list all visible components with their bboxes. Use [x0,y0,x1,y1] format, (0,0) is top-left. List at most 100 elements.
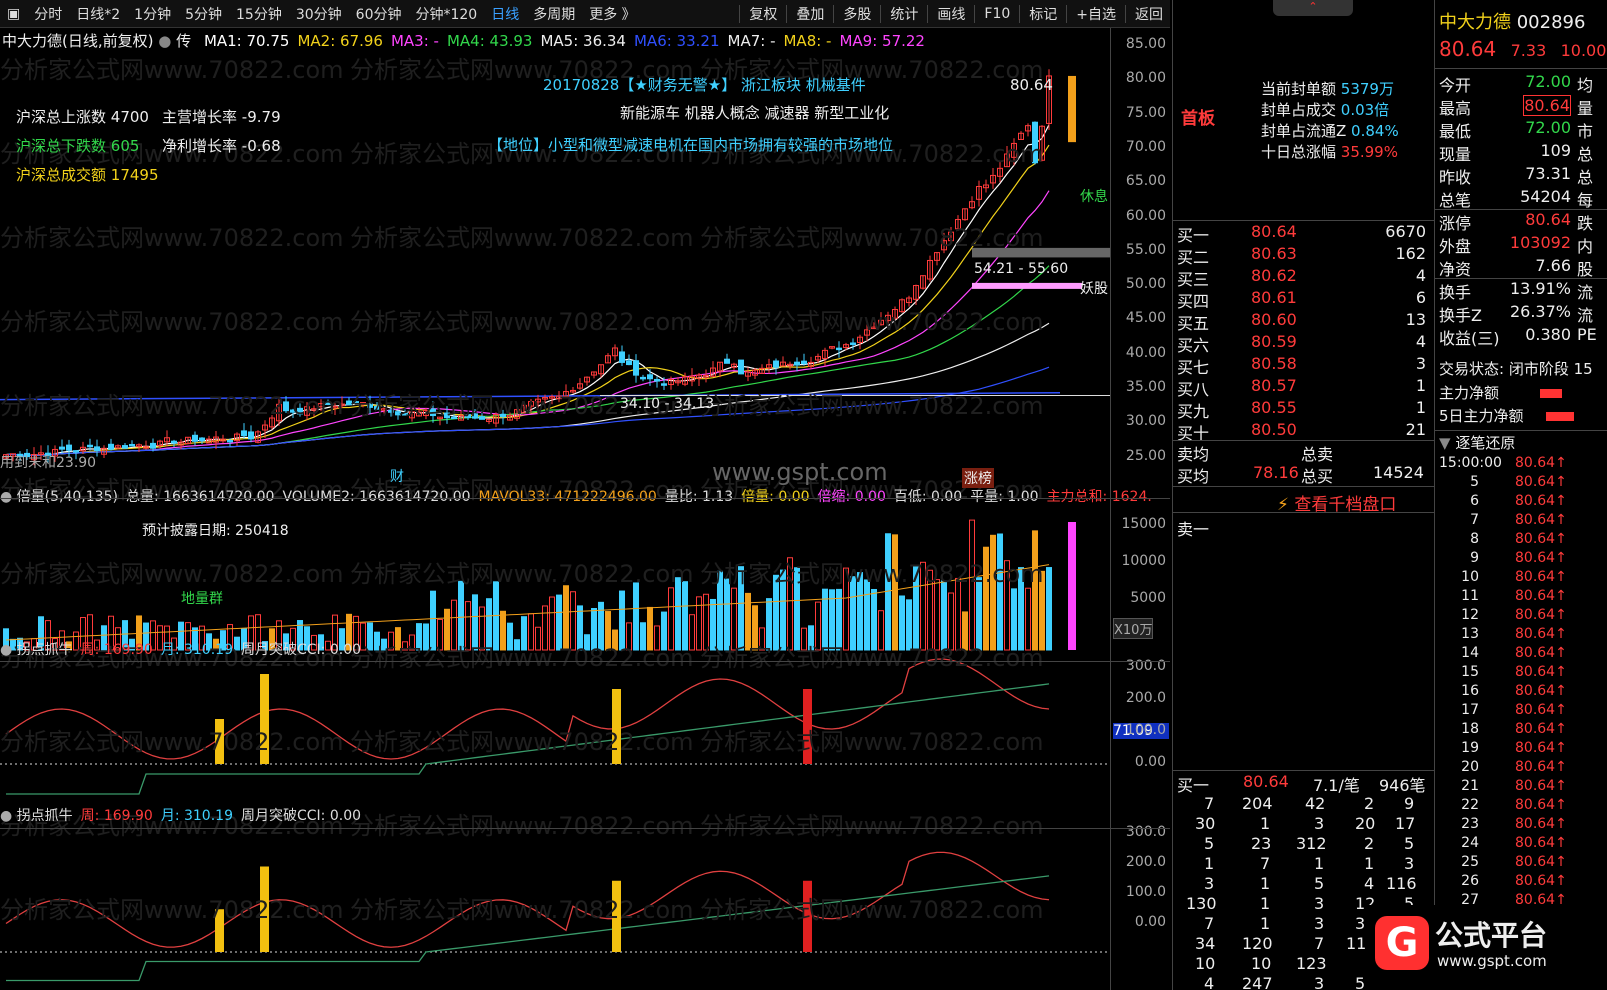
candle-body [864,329,870,336]
tab-period-10[interactable]: 更多 》 [589,6,636,23]
collapse-icon[interactable]: ⌃ [1273,0,1353,16]
toggle-icon[interactable]: ● [0,642,17,658]
tick-time: 6 [1470,493,1479,509]
toolbar-btn-7[interactable]: +自选 [1076,6,1116,23]
candle-body [479,416,485,420]
volume-bar [850,576,856,651]
cci-header2-item-3: 周月突破CCI: 0.00 [240,808,362,824]
quote-value: 54204 [1520,187,1571,206]
tab-period-4[interactable]: 15分钟 [236,6,282,23]
tick-time: 13 [1461,626,1479,642]
queue-b1-price: 80.64 [1243,772,1289,791]
volume-bar [521,616,527,651]
queue-cell: 5 [1204,834,1215,853]
toolbar-btn-4[interactable]: 画线 [937,6,966,23]
candle-body [976,186,982,200]
seal-row-2: 封单占流通Z 0.84% [1261,120,1399,141]
tick-time: 27 [1461,892,1479,908]
y-tick: 75.00 [1125,104,1166,121]
toolbar-btn-1[interactable]: 叠加 [796,6,825,23]
y-tick: 35.00 [1125,379,1166,395]
tick-price: 80.64↑ [1515,550,1567,566]
volume-bar [535,626,541,651]
volume-bar [94,639,100,651]
ma-line-80 [5,322,1050,457]
toolbar-btn-6[interactable]: 标记 [1029,6,1058,23]
tab-period-8[interactable]: 日线 [491,6,520,23]
candle-body [514,409,520,419]
ma-6: MA6: 33.21 [633,32,720,50]
volume-bar [976,577,982,651]
toolbar-btn-0[interactable]: 复权 [749,6,778,23]
qiandang-link[interactable]: ⚡ 查看千档盘口 [1277,495,1397,515]
buy-volume: 4 [1415,266,1426,285]
volume-bar [304,626,310,651]
divider [1435,278,1607,279]
tab-period-1[interactable]: 日线*2 [76,6,121,23]
volume-bar [619,590,625,651]
volume-bar [808,625,814,651]
queue-cell: 3 [1204,874,1215,893]
toolbar-btn-5[interactable]: F10 [984,5,1011,22]
volume-bar [675,577,681,651]
cci-signal-bar [260,674,269,764]
volume-bar [640,622,646,651]
vol-header-item-6: 倍缩: 0.00 [817,489,886,505]
candle-body [696,374,702,379]
lightning-icon: ⚡ [1277,495,1289,515]
candle-body [598,364,604,375]
tab-period-6[interactable]: 60分钟 [355,6,402,23]
tick-price: 80.64↑ [1515,854,1567,870]
toolbar-btn-3[interactable]: 统计 [890,6,919,23]
candle-body [584,376,590,383]
candle-body [353,401,359,404]
buy-volume: 6670 [1385,222,1426,241]
toggle-icon[interactable]: ● [0,489,17,505]
vol-header-item-1: 总量: 1663614720.00 [125,489,275,505]
tick-price: 80.64↑ [1515,816,1567,832]
cci-signal-bar [803,689,812,764]
candle-body [367,403,373,408]
seal-label: 封单占流通Z [1261,122,1352,140]
volume-bar [199,625,205,651]
vol-header-item-9: 主力总和: 1624. [1046,489,1152,505]
tab-period-7[interactable]: 分钟*120 [415,6,478,23]
tab-period-9[interactable]: 多周期 [533,6,576,23]
volume-bar [661,611,667,651]
toolbar-sep [974,4,976,23]
toolbar-btn-2[interactable]: 多股 [843,6,872,23]
buy-volume: 1 [1415,398,1426,417]
toolbar-btn-8[interactable]: 返回 [1135,6,1163,23]
candle-body [381,408,387,411]
queue-cell: 7 [1260,854,1271,873]
quote-panel: 中大力德 002896 80.64 7.33 10.00% 今开 72.00 均最高… [1365,0,1607,990]
kline-chart[interactable] [0,28,1110,990]
candle-body [80,446,86,452]
candle-body [948,231,954,242]
menu-icon[interactable]: ▣ [7,5,21,22]
candle-body [962,208,968,221]
queue-cell: 3 [1314,974,1325,990]
tab-period-0[interactable]: 分时 [34,6,63,23]
queue-cell: 3 [1314,914,1325,933]
chart-panel[interactable]: 分析家公式网www.70822.com 分析家公式网www.70822.com 分析… [0,28,1152,990]
volume-bar [654,625,660,651]
tab-period-3[interactable]: 5分钟 [185,6,222,23]
candle-body [1011,142,1017,158]
tab-period-2[interactable]: 1分钟 [134,6,172,23]
seal-value: 5379万 [1340,80,1394,98]
queue-cell: 5 [1404,894,1415,913]
candle-body [122,445,128,449]
quote-label: 现量 [1439,145,1472,164]
ticks-header[interactable]: ▼ 逐笔还原 [1439,434,1516,452]
tab-period-5[interactable]: 30分钟 [295,6,342,23]
volume-bar [983,546,989,651]
restore-icon[interactable]: ● [158,32,172,50]
volume-bar [1025,587,1031,651]
candle-body [983,184,989,189]
tick-time: 9 [1470,550,1479,566]
candle-body [269,417,275,428]
volume-bar [962,611,968,651]
toggle-icon[interactable]: ● [0,808,17,824]
candle-body [906,297,912,304]
